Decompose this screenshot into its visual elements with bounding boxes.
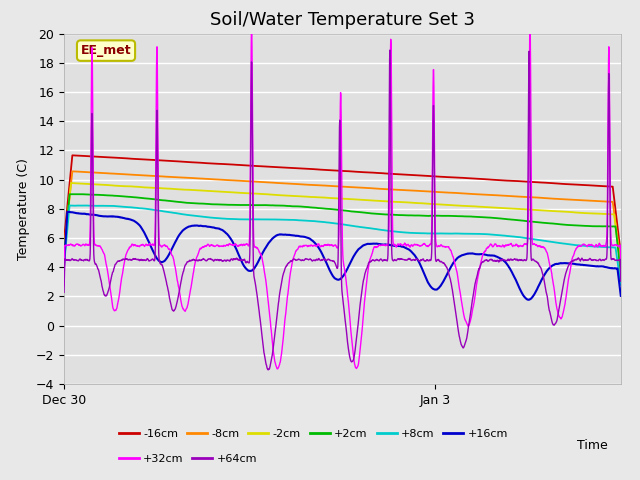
Legend: +32cm, +64cm: +32cm, +64cm xyxy=(114,449,262,468)
Title: Soil/Water Temperature Set 3: Soil/Water Temperature Set 3 xyxy=(210,11,475,29)
Y-axis label: Temperature (C): Temperature (C) xyxy=(17,158,30,260)
Text: Time: Time xyxy=(577,439,608,452)
Text: EE_met: EE_met xyxy=(81,44,131,57)
